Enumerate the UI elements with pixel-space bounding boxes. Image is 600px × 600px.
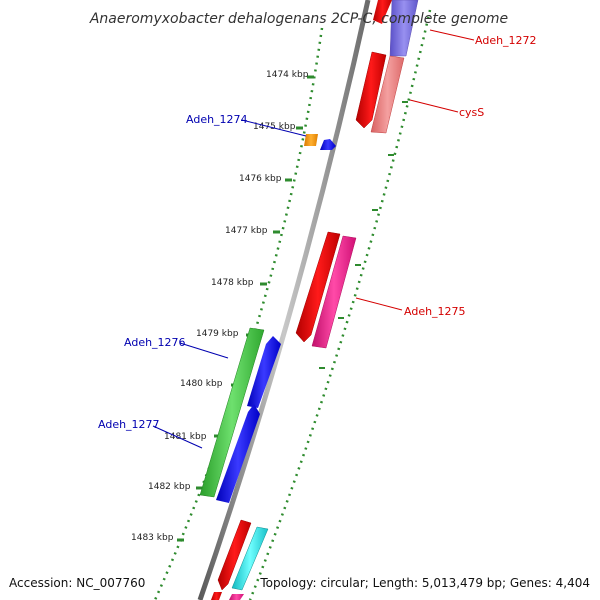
gene-red-bottom-arrow[interactable] bbox=[217, 519, 252, 591]
gene-label-adeh-1277[interactable]: Adeh_1277 bbox=[98, 418, 160, 431]
gene-blue-upper-arrow[interactable] bbox=[247, 336, 281, 408]
gene-red-left-arrow[interactable] bbox=[355, 51, 387, 129]
gene-label-adeh-1276[interactable]: Adeh_1276 bbox=[124, 336, 186, 349]
leader-lines bbox=[152, 29, 475, 449]
gene-adeh-1277-arrow[interactable] bbox=[216, 404, 260, 503]
gene-label-adeh-1274[interactable]: Adeh_1274 bbox=[186, 113, 248, 126]
outer-dotted-track bbox=[153, 27, 324, 600]
gene-cyss-arrow[interactable] bbox=[370, 55, 405, 134]
leader-adeh-1277 bbox=[152, 425, 203, 449]
ruler-label: 1479 kbp bbox=[196, 329, 239, 339]
gene-label-adeh-1275[interactable]: Adeh_1275 bbox=[404, 305, 466, 318]
gene-adeh-1275-arrow[interactable] bbox=[311, 235, 357, 349]
gene-label-adeh-1272[interactable]: Adeh_1272 bbox=[475, 34, 537, 47]
leader-cyss bbox=[409, 99, 459, 113]
gene-red-1275-left-arrow[interactable] bbox=[295, 231, 341, 343]
ruler-label: 1483 kbp bbox=[131, 533, 174, 543]
ruler-label: 1480 kbp bbox=[180, 379, 223, 389]
ruler-label: 1481 kbp bbox=[164, 432, 207, 442]
gene-adeh-1274-blue-arrow[interactable] bbox=[320, 139, 336, 150]
inner-dotted-track bbox=[248, 9, 432, 600]
ruler-label: 1476 kbp bbox=[239, 174, 282, 184]
ruler-label: 1478 kbp bbox=[211, 278, 254, 288]
ruler-label: 1475 kbp bbox=[253, 122, 296, 132]
ruler-label: 1482 kbp bbox=[148, 482, 191, 492]
map-title: Anaeromyxobacter dehalogenans 2CP-C, com… bbox=[89, 11, 508, 27]
leader-adeh-1274 bbox=[241, 119, 307, 137]
gene-adeh-1274-orange[interactable] bbox=[304, 134, 318, 146]
ruler-labels: 1474 kbp 1475 kbp 1476 kbp 1477 kbp 1478… bbox=[131, 70, 309, 543]
leader-adeh-1272 bbox=[429, 29, 475, 41]
gene-adeh-1276-arrow[interactable] bbox=[199, 327, 265, 498]
genome-backbone bbox=[197, 0, 371, 600]
gene-red-edge[interactable] bbox=[211, 592, 222, 600]
gene-red-top-arrow[interactable] bbox=[373, 0, 392, 24]
gene-cyan-bottom-arrow[interactable] bbox=[231, 526, 269, 591]
gene-pink-edge[interactable] bbox=[229, 594, 244, 600]
leader-adeh-1276 bbox=[179, 342, 229, 359]
ruler-minor-ticks bbox=[319, 101, 408, 369]
ruler-label: 1474 kbp bbox=[266, 70, 309, 80]
gene-label-cyss[interactable]: cysS bbox=[459, 106, 484, 119]
leader-adeh-1275 bbox=[355, 297, 403, 311]
gene-adeh-1272-arrow[interactable] bbox=[389, 0, 419, 57]
topology-text: Topology: circular; Length: 5,013,479 bp… bbox=[259, 576, 590, 590]
accession-text: Accession: NC_007760 bbox=[9, 576, 145, 590]
ruler-label: 1477 kbp bbox=[225, 226, 268, 236]
